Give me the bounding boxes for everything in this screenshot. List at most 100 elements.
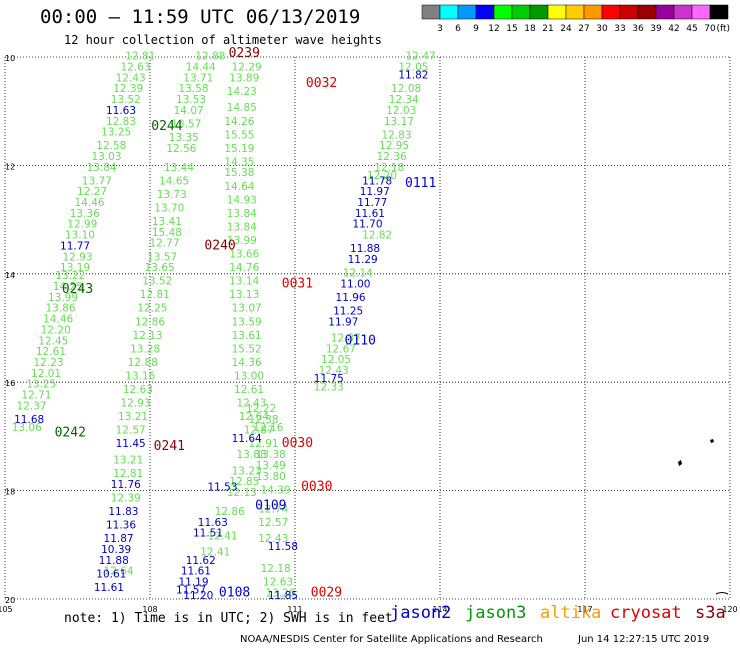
swh-value-label: 13.58 bbox=[178, 83, 208, 95]
swh-value-label: 13.36 bbox=[70, 208, 100, 220]
swh-value-label: 12.81 bbox=[140, 289, 170, 301]
swh-value-label: 12.43 bbox=[258, 533, 288, 545]
swh-value-label: 13.07 bbox=[232, 303, 262, 315]
swh-value-label: 12.56 bbox=[166, 143, 196, 155]
footer-note: note: 1) Time is in UTC; 2) SWH is in fe… bbox=[64, 611, 393, 626]
swh-value-label: 13.53 bbox=[176, 94, 206, 106]
swh-value-label: 14.76 bbox=[229, 262, 259, 274]
swh-value-label: 13.16 bbox=[125, 370, 155, 382]
pass-time-label: 0030 bbox=[301, 480, 332, 495]
swh-value-label: 11.97 bbox=[360, 186, 390, 198]
swh-value-label: 13.13 bbox=[229, 289, 259, 301]
pass-time-label: 0109 bbox=[255, 499, 286, 514]
swh-value-label: 13.00 bbox=[234, 370, 264, 382]
swh-value-label: 11.97 bbox=[328, 316, 358, 328]
swh-value-label: 12.63 bbox=[123, 384, 153, 396]
swh-value-label: 13.61 bbox=[232, 330, 262, 342]
swh-value-label: 14.46 bbox=[43, 314, 73, 326]
pass-time-label: 0031 bbox=[282, 276, 313, 291]
pass-time-label: 0243 bbox=[62, 282, 93, 297]
legend-swatch bbox=[439, 4, 459, 20]
swh-value-label: 11.83 bbox=[108, 506, 138, 518]
swh-value-label: 12.22 bbox=[246, 403, 276, 415]
swh-value-label: 13.71 bbox=[183, 72, 213, 84]
legend-label: 39 bbox=[650, 24, 662, 34]
lon-tick-label: 117 bbox=[577, 605, 592, 614]
swh-value-label: 11.75 bbox=[314, 373, 344, 385]
legend-swatch bbox=[673, 4, 693, 20]
swh-value-label: 11.51 bbox=[193, 528, 223, 540]
pass-time-label: 0108 bbox=[219, 585, 250, 600]
swh-value-label: 13.44 bbox=[164, 162, 194, 174]
swh-value-label: 11.63 bbox=[106, 105, 136, 117]
swh-value-label: 12.99 bbox=[67, 219, 97, 231]
swh-value-label: 12.41 bbox=[207, 530, 237, 542]
footer-credit: NOAA/NESDIS Center for Satellite Applica… bbox=[240, 634, 543, 645]
swh-value-label: 12.29 bbox=[232, 62, 262, 74]
legend-swatch bbox=[583, 4, 603, 20]
legend-label: 18 bbox=[524, 24, 536, 34]
swh-value-label: 11.63 bbox=[198, 517, 228, 529]
swh-value-label: 11.58 bbox=[268, 541, 298, 553]
swh-value-label: 13.19 bbox=[60, 262, 90, 274]
legend-label: 30 bbox=[596, 24, 608, 34]
legend-swatch bbox=[475, 4, 495, 20]
swh-value-label: 13.80 bbox=[256, 471, 286, 483]
swh-value-label: 12.13 bbox=[227, 487, 257, 499]
swh-value-label: 13.17 bbox=[384, 116, 414, 128]
swh-value-label: 11.61 bbox=[355, 208, 385, 220]
lon-tick-label: 120 bbox=[722, 605, 737, 614]
satellite-label-cryosat: cryosat bbox=[610, 603, 682, 623]
lon-tick-label: 108 bbox=[142, 605, 157, 614]
land-islands bbox=[678, 439, 729, 595]
legend-label: 33 bbox=[614, 24, 625, 34]
swh-value-label: 12.63 bbox=[263, 576, 293, 588]
legend-label: 9 bbox=[473, 24, 479, 34]
swh-value-label: 14.46 bbox=[75, 197, 105, 209]
swh-value-label: 12.08 bbox=[391, 83, 421, 95]
swh-value-label: 12.86 bbox=[215, 506, 245, 518]
legend-swatch bbox=[529, 4, 549, 20]
swh-value-label: 11.76 bbox=[111, 479, 141, 491]
swh-value-label: 12.41 bbox=[200, 547, 230, 559]
pass-time-label: 0030 bbox=[282, 436, 313, 451]
swh-value-label: 12.33 bbox=[314, 381, 344, 393]
swh-value-label: 11.53 bbox=[207, 482, 237, 494]
swh-value-label: 12.95 bbox=[379, 140, 409, 152]
lat-tick-label: 20 bbox=[5, 596, 15, 605]
swh-value-label: 15.55 bbox=[224, 129, 254, 141]
legend-label: 27 bbox=[578, 24, 589, 34]
swh-value-label: 11.45 bbox=[116, 438, 146, 450]
swh-value-label: 12.39 bbox=[111, 492, 141, 504]
swh-value-label: 12.71 bbox=[21, 389, 51, 401]
swh-value-label: 14.36 bbox=[232, 357, 262, 369]
swh-value-label: 12.20 bbox=[367, 170, 397, 182]
swh-value-label: 11.68 bbox=[14, 414, 44, 426]
swh-value-label: 11.88 bbox=[350, 243, 380, 255]
legend-swatch bbox=[637, 4, 657, 20]
swh-value-label: 13.10 bbox=[65, 230, 95, 242]
swh-value-label: 13.65 bbox=[145, 262, 175, 274]
swh-value-label: 12.47 bbox=[406, 51, 436, 63]
swh-value-label: 12.37 bbox=[17, 400, 47, 412]
swh-value-label: 13.23 bbox=[232, 465, 262, 477]
swh-value-label: 11.87 bbox=[104, 533, 134, 545]
swh-value-label: 12.43 bbox=[236, 398, 266, 410]
swh-value-label: 12.20 bbox=[41, 324, 71, 336]
swh-value-label: 11.82 bbox=[398, 70, 428, 82]
legend-label: 36 bbox=[632, 24, 644, 34]
swh-value-label: 12.82 bbox=[362, 230, 392, 242]
lat-tick-label: 16 bbox=[5, 379, 15, 388]
swh-value-label: 11.57 bbox=[176, 585, 206, 597]
island-shape bbox=[710, 439, 714, 443]
pass-time-label: 0110 bbox=[345, 333, 376, 348]
swh-value-label: 12.83 bbox=[106, 116, 136, 128]
swh-value-label: 12.18 bbox=[261, 563, 291, 575]
swh-value-label: 13.22 bbox=[55, 270, 85, 282]
swh-value-label: 12.36 bbox=[377, 151, 407, 163]
swh-value-label: 13.70 bbox=[154, 202, 184, 214]
lon-tick-label: 114 bbox=[432, 605, 447, 614]
swh-value-label: 11.00 bbox=[340, 278, 370, 290]
legend-label: 42 bbox=[668, 24, 679, 34]
